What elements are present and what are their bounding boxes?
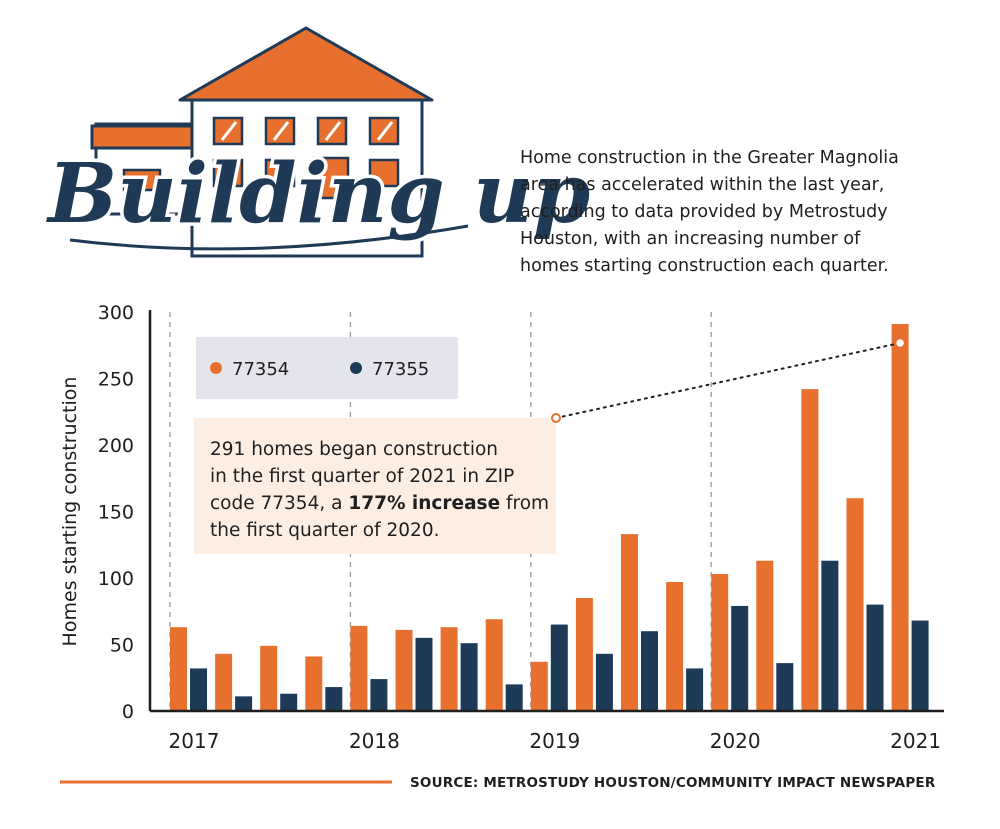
intro-line: according to data provided by Metrostudy [520, 202, 888, 222]
source-note: SOURCE: METROSTUDY HOUSTON/COMMUNITY IMP… [410, 775, 936, 791]
bar-77354-q3-2020 [801, 389, 819, 711]
x-tick-label: 2021 [890, 729, 941, 753]
callout-text-segment: in the first quarter of 2021 in ZIP [210, 466, 514, 487]
bar-77354-q1-2018 [350, 625, 368, 711]
intro-paragraph: Home construction in the Greater Magnoli… [520, 148, 904, 276]
bar-77355-q4-2020 [866, 604, 884, 711]
callout-leader-end-dot [893, 336, 907, 350]
bar-77354-q2-2020 [756, 560, 774, 711]
y-tick-label: 250 [98, 369, 134, 391]
y-tick-label: 50 [110, 635, 134, 657]
bar-77354-q1-2021 [891, 323, 909, 711]
callout-leader-line [555, 341, 902, 419]
bar-77354-q1-2019 [530, 661, 548, 711]
legend-background [196, 337, 458, 399]
bar-77354-q4-2020 [846, 498, 864, 711]
x-tick-label: 2019 [529, 729, 580, 753]
bar-77355-q1-2021 [911, 620, 929, 711]
x-axis-year-labels: 2017 2018 2019 2020 2021 [169, 729, 942, 753]
y-tick-label: 150 [98, 502, 134, 524]
callout-text-segment: 177% increase [348, 493, 500, 514]
house-windows [122, 116, 400, 200]
legend: 77354 77355 [196, 337, 458, 399]
bar-77354-q3-2017 [260, 645, 278, 711]
bar-77355-q4-2017 [325, 687, 343, 711]
callout-text-segment: from [500, 493, 549, 514]
bar-77354-q4-2018 [485, 619, 503, 711]
bar-77355-q4-2019 [686, 668, 704, 711]
callout-text-segment: the first quarter of 2020. [210, 520, 439, 541]
title-underline [69, 224, 469, 251]
bar-77355-q1-2017 [190, 668, 207, 711]
callout-leader-start-dot [551, 413, 561, 423]
bar-77355-q1-2018 [370, 679, 388, 711]
bar-77355-q4-2018 [505, 684, 523, 711]
house-illustration [90, 26, 434, 258]
legend-swatch-77355 [350, 362, 362, 374]
bar-77355-q2-2017 [235, 696, 253, 711]
callout-text-segment: 291 homes began construction [210, 439, 498, 460]
bar-77355-q3-2019 [641, 631, 658, 711]
x-tick-label: 2020 [710, 729, 761, 753]
bar-77354-q1-2020 [711, 574, 729, 711]
legend-swatch-77354 [210, 362, 222, 374]
callout: 291 homes began construction in the first… [194, 336, 907, 554]
y-tick-label: 300 [98, 302, 134, 324]
callout-text: 291 homes began construction in the first… [210, 439, 549, 541]
bar-77355-q3-2020 [821, 560, 839, 711]
bar-77354-q3-2018 [440, 627, 458, 711]
bar-77354-q1-2017 [170, 627, 187, 711]
bar-77354-q2-2018 [395, 629, 413, 711]
y-axis-ticks: 0 50 100 150 200 250 300 [98, 302, 134, 723]
y-tick-label: 200 [98, 435, 134, 457]
bar-77355-q2-2020 [776, 663, 794, 711]
legend-label-77355: 77355 [372, 359, 429, 380]
intro-line: Home construction in the Greater Magnoli… [520, 148, 899, 168]
bar-77355-q1-2019 [550, 624, 568, 711]
bars [170, 323, 929, 711]
bar-77355-q1-2020 [731, 605, 749, 711]
bar-77354-q4-2019 [666, 581, 684, 711]
title: Building up [46, 146, 590, 242]
x-tick-label: 2017 [169, 729, 220, 753]
intro-line: area has accelerated within the last yea… [520, 175, 884, 195]
window-shine [220, 121, 394, 141]
intro-line: homes starting construction each quarter… [520, 256, 889, 276]
bar-77354-q2-2017 [215, 653, 233, 711]
house-roof [178, 26, 434, 102]
bar-77354-q4-2017 [305, 656, 323, 711]
bar-77354-q2-2019 [575, 597, 593, 711]
house-side-roof [90, 124, 202, 150]
y-tick-label: 0 [122, 701, 134, 723]
callout-text-segment: code 77354, a [210, 493, 348, 514]
bar-77355-q2-2018 [415, 637, 433, 711]
bar-77354-q3-2019 [621, 534, 638, 711]
callout-background [194, 418, 556, 554]
bar-77355-q3-2018 [460, 643, 478, 711]
legend-label-77354: 77354 [232, 359, 289, 380]
x-tick-label: 2018 [349, 729, 400, 753]
y-axis-title: Homes starting construction [59, 377, 81, 647]
y-tick-label: 100 [98, 568, 134, 590]
intro-line: Houston, with an increasing number of [520, 229, 861, 249]
bar-77355-q3-2017 [280, 693, 298, 711]
bar-77355-q2-2019 [595, 653, 613, 711]
